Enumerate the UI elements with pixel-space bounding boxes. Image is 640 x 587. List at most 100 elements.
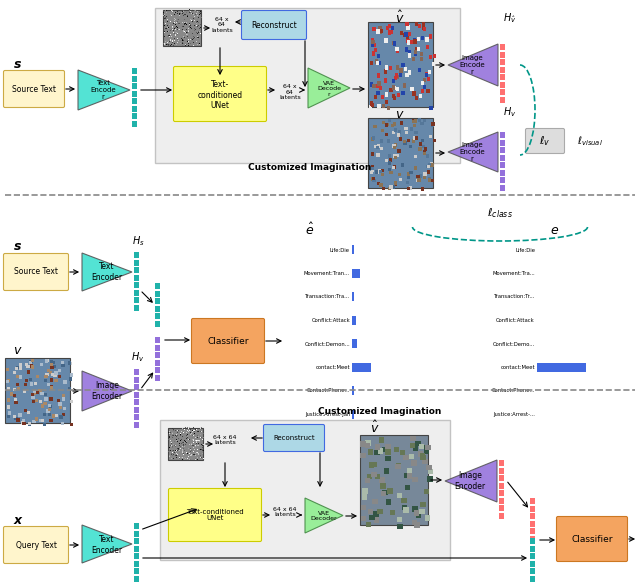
Text: $\ell_v$: $\ell_v$ <box>540 134 550 148</box>
Bar <box>397 133 400 137</box>
Bar <box>50 379 53 382</box>
Bar <box>500 170 505 176</box>
Bar <box>411 460 417 465</box>
Bar <box>410 40 413 45</box>
Bar <box>134 553 139 559</box>
Bar <box>388 154 391 158</box>
Bar <box>380 139 383 143</box>
Bar <box>530 505 535 511</box>
Bar <box>392 144 396 147</box>
Bar <box>419 94 422 99</box>
Bar <box>45 359 49 362</box>
Bar <box>392 166 395 169</box>
Bar <box>19 375 22 379</box>
Text: Source Text: Source Text <box>12 85 56 93</box>
Bar <box>49 419 52 422</box>
Bar <box>352 315 355 325</box>
Bar <box>61 364 65 367</box>
Text: $H_s$: $H_s$ <box>132 234 145 248</box>
Bar <box>155 345 160 350</box>
Bar <box>370 60 373 65</box>
Bar <box>429 106 433 110</box>
Bar <box>499 498 504 504</box>
Bar <box>372 51 376 56</box>
Bar <box>394 156 397 159</box>
Bar <box>134 376 139 383</box>
Bar <box>51 361 54 364</box>
Text: Image
Encode
r: Image Encode r <box>459 142 485 162</box>
Bar <box>361 516 367 521</box>
Bar <box>381 187 385 190</box>
Bar <box>385 158 388 162</box>
Bar <box>58 375 61 379</box>
Bar <box>403 83 406 87</box>
Bar <box>421 36 424 40</box>
Bar <box>132 83 137 89</box>
Bar <box>51 366 54 369</box>
Bar <box>24 409 27 412</box>
Polygon shape <box>448 132 498 172</box>
Bar <box>367 474 372 480</box>
Bar <box>54 372 58 375</box>
Bar <box>35 417 38 420</box>
Bar <box>155 359 160 366</box>
Bar <box>500 154 505 160</box>
Text: Justice:Arrest-Jail: Justice:Arrest-Jail <box>305 412 350 417</box>
Bar <box>31 365 34 369</box>
Bar <box>422 145 425 149</box>
Bar <box>530 528 535 534</box>
Bar <box>374 474 380 479</box>
Bar <box>408 70 411 75</box>
Bar <box>29 378 32 381</box>
Bar <box>418 119 421 122</box>
FancyBboxPatch shape <box>173 66 266 122</box>
Bar <box>537 363 586 372</box>
Bar <box>134 523 139 529</box>
Bar <box>362 488 367 494</box>
Bar <box>24 383 27 386</box>
Bar <box>371 103 374 107</box>
Bar <box>429 55 433 59</box>
Text: Movement:Tra...: Movement:Tra... <box>492 271 535 276</box>
Bar <box>406 473 412 478</box>
Bar <box>387 488 393 494</box>
Bar <box>29 365 33 367</box>
Bar <box>397 517 402 522</box>
Bar <box>379 170 382 173</box>
Bar <box>15 367 18 370</box>
Bar <box>33 392 36 395</box>
Bar <box>396 87 399 91</box>
Text: $\hat{v}$: $\hat{v}$ <box>396 10 404 26</box>
Bar <box>530 575 535 582</box>
Bar <box>47 383 50 386</box>
Bar <box>422 150 426 154</box>
Bar <box>371 167 374 170</box>
Bar <box>155 313 160 319</box>
Bar <box>13 370 16 374</box>
Bar <box>393 96 396 100</box>
Bar <box>424 73 428 77</box>
Bar <box>423 78 426 82</box>
Bar <box>428 468 433 474</box>
Bar <box>372 27 376 31</box>
Bar <box>17 419 20 421</box>
Bar <box>500 82 505 87</box>
Bar <box>499 512 504 518</box>
Bar <box>385 26 388 31</box>
Bar <box>423 119 426 122</box>
Bar <box>68 362 71 365</box>
Text: $\ell_{visual}$: $\ell_{visual}$ <box>577 134 603 148</box>
Text: Conflict:Demo...: Conflict:Demo... <box>493 342 535 346</box>
Bar <box>38 389 42 392</box>
Bar <box>375 59 378 63</box>
Text: Justice:Arrest-...: Justice:Arrest-... <box>493 412 535 417</box>
Bar <box>385 100 388 104</box>
Bar <box>6 380 10 383</box>
Bar <box>388 161 391 164</box>
Bar <box>26 365 29 368</box>
Bar <box>352 339 357 348</box>
Bar <box>69 377 72 380</box>
Text: $\hat{e}$: $\hat{e}$ <box>639 531 640 547</box>
Bar <box>163 10 201 46</box>
Polygon shape <box>82 253 132 291</box>
